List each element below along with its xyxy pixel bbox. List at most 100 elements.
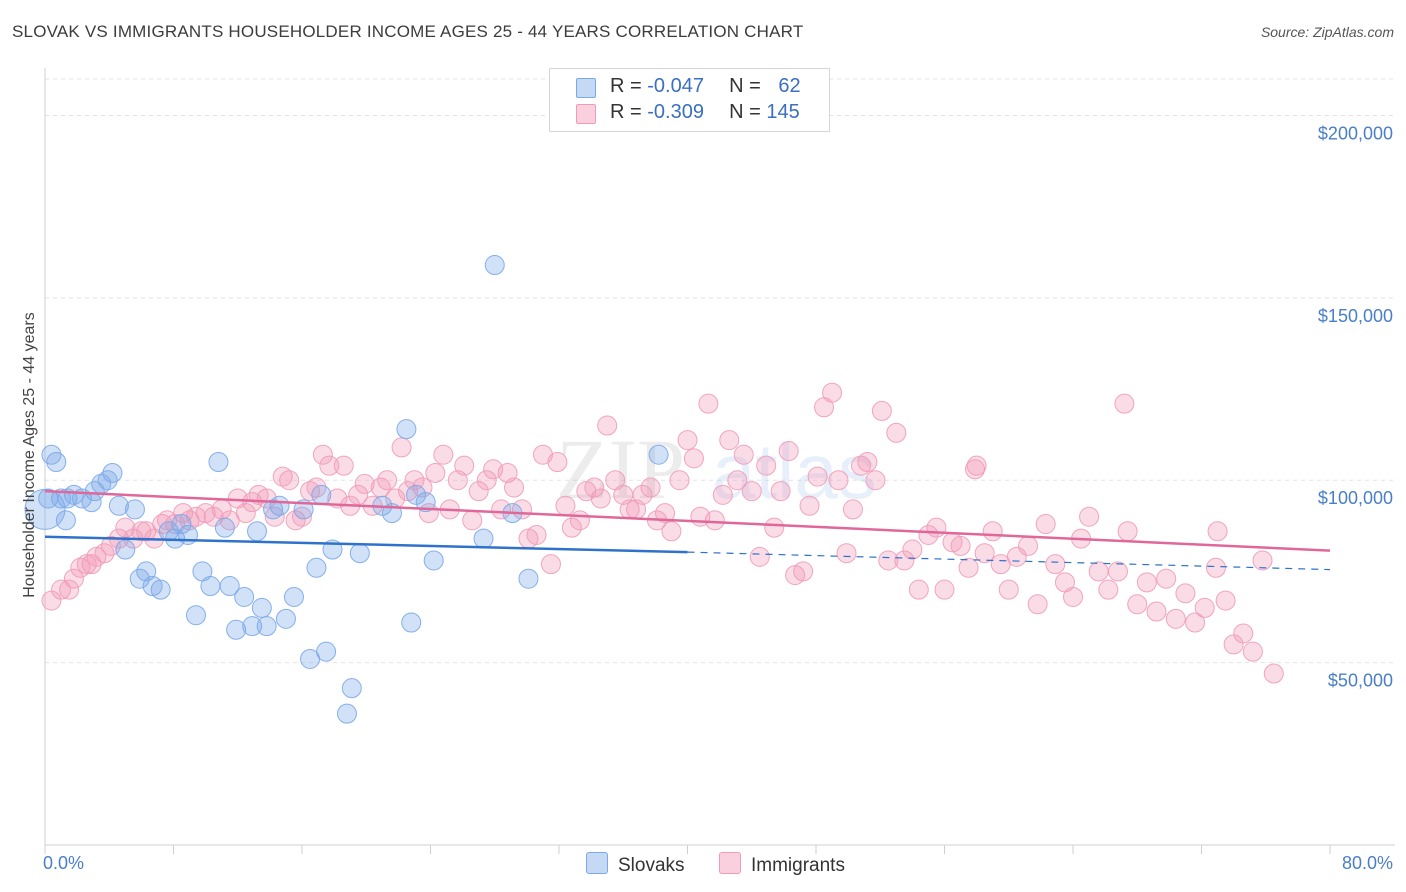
immigrants-point: [669, 470, 690, 491]
immigrants-r-label: R =: [610, 101, 648, 123]
immigrants-point: [272, 466, 293, 487]
bottom-slovaks-label: Slovaks: [618, 855, 685, 876]
immigrants-point: [1079, 506, 1100, 527]
slovaks-point: [24, 488, 66, 530]
immigrants-point: [1233, 623, 1254, 644]
slovaks-point: [518, 568, 539, 589]
immigrants-point: [590, 488, 611, 509]
immigrants-point: [1146, 601, 1167, 622]
slovaks-point: [306, 557, 327, 578]
immigrants-point: [1175, 583, 1196, 604]
immigrants-point: [377, 470, 398, 491]
immigrants-point: [807, 466, 828, 487]
bottom-immigrants-swatch: [719, 852, 741, 874]
slovaks-point: [247, 521, 268, 542]
immigrants-r-value: -0.309: [647, 101, 704, 123]
immigrants-point: [1165, 608, 1186, 629]
immigrants-point: [926, 517, 947, 538]
slovaks-point: [200, 576, 221, 597]
immigrants-point: [547, 452, 568, 472]
immigrants-point: [958, 557, 979, 578]
immigrants-trend-line: [44, 489, 1331, 552]
x-tick-label-min: 0.0%: [43, 853, 84, 873]
immigrants-point: [131, 521, 152, 542]
bottom-slovaks-swatch: [586, 852, 608, 874]
y-tick-label: $100,000: [1318, 488, 1393, 508]
immigrants-point: [526, 524, 547, 545]
gridlines: [45, 78, 1395, 664]
immigrants-point: [319, 455, 340, 476]
immigrants-point: [966, 455, 987, 476]
immigrants-point: [965, 459, 986, 480]
immigrants-point: [1136, 572, 1157, 593]
slovaks-point: [396, 419, 417, 440]
immigrants-point: [454, 455, 475, 476]
immigrants-point: [235, 503, 256, 524]
immigrants-point: [894, 550, 915, 571]
immigrants-point: [733, 444, 754, 465]
slovaks-point: [293, 499, 314, 520]
immigrants-point: [63, 568, 84, 589]
bottom-legend-immigrants: Immigrants: [719, 852, 845, 877]
immigrants-point: [51, 579, 72, 600]
axes: [44, 68, 1395, 854]
immigrants-point: [828, 470, 849, 491]
immigrants-point: [1205, 557, 1226, 578]
immigrants-point: [279, 470, 300, 491]
immigrants-point: [770, 481, 791, 502]
immigrants-point: [462, 510, 483, 531]
immigrants-point: [878, 550, 899, 571]
slovaks-point: [108, 495, 129, 516]
slovaks-swatch: [576, 78, 596, 98]
immigrants-point: [285, 510, 306, 531]
immigrants-point: [1127, 594, 1148, 615]
slovaks-point: [269, 495, 290, 516]
immigrants-point: [998, 579, 1019, 600]
slovaks-point: [415, 492, 436, 513]
immigrants-point: [655, 503, 676, 524]
immigrants-point: [712, 484, 733, 505]
immigrants-point: [1194, 597, 1215, 618]
immigrants-point: [764, 517, 785, 538]
correlation-legend: R = -0.047 N = 62 R = -0.309 N = 145: [549, 68, 830, 132]
immigrants-point: [1088, 561, 1109, 582]
immigrants-point: [425, 462, 446, 483]
immigrants-point: [433, 444, 454, 465]
immigrants-point: [327, 488, 348, 509]
immigrants-point: [902, 539, 923, 560]
immigrants-point: [1045, 554, 1066, 575]
slovaks-point: [336, 703, 357, 724]
slovaks-point: [316, 641, 337, 662]
slovaks-r-value: -0.047: [647, 75, 704, 97]
immigrants-point: [256, 488, 277, 509]
immigrants-point: [865, 470, 886, 491]
immigrants-point: [719, 430, 740, 451]
slovaks-point: [341, 678, 362, 699]
immigrants-point: [918, 524, 939, 545]
slovaks-trend-line: [44, 535, 688, 554]
immigrants-point: [1107, 561, 1128, 582]
immigrants-point: [1117, 521, 1138, 542]
slovaks-point: [115, 539, 136, 560]
watermark-zip: ZIP: [556, 421, 685, 517]
immigrants-point: [982, 521, 1003, 542]
immigrants-point: [569, 510, 590, 531]
immigrants-point: [850, 455, 871, 476]
immigrants-point: [1114, 393, 1135, 414]
immigrants-point: [354, 473, 375, 494]
y-tick-label: $50,000: [1328, 671, 1393, 691]
slovaks-point: [234, 586, 255, 607]
immigrants-point: [532, 444, 553, 465]
slovaks-point: [473, 528, 494, 549]
immigrants-point: [1063, 586, 1083, 607]
immigrants-point: [698, 393, 719, 414]
tick-labels: $50,000 $100,000 $150,000 $200,000 0.0% 80.0%: [43, 123, 1393, 873]
immigrants-point: [683, 448, 704, 469]
immigrants-point: [348, 484, 369, 505]
slovaks-trend-extension: [687, 551, 1331, 571]
trend-lines: [44, 489, 1331, 571]
immigrants-point: [1185, 612, 1206, 633]
immigrants-point: [934, 579, 955, 600]
immigrants-point: [778, 441, 799, 462]
